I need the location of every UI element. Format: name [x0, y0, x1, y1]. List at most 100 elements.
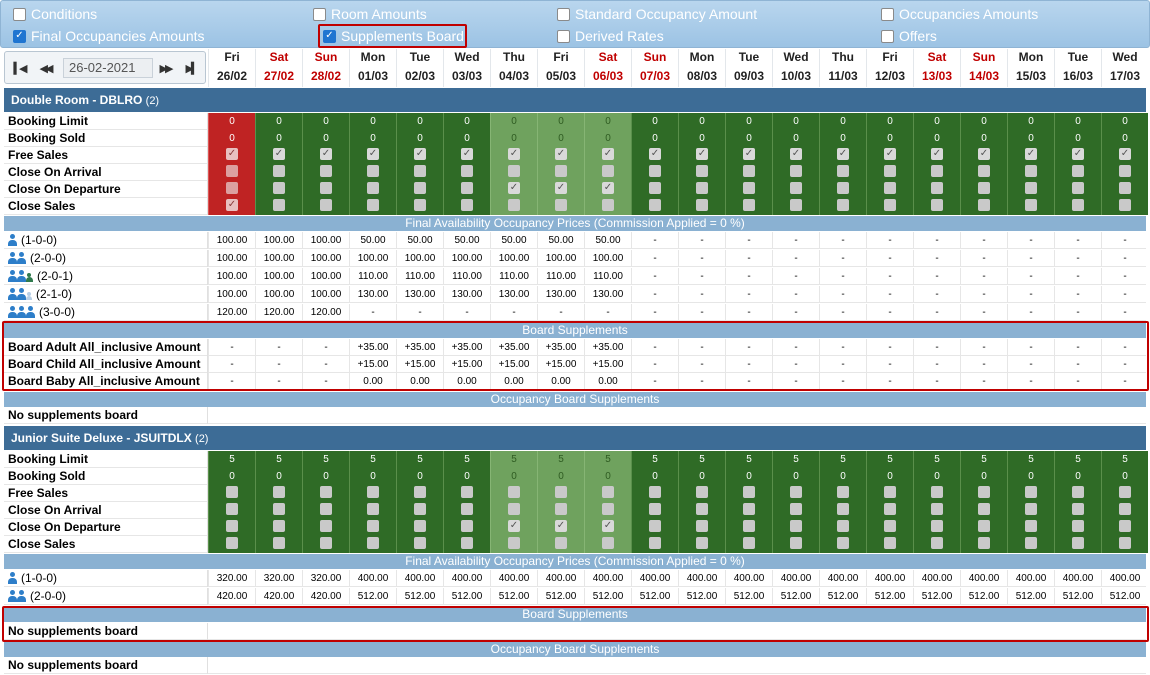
unchecked-checkbox-icon[interactable] — [414, 520, 426, 533]
unchecked-checkbox-icon[interactable] — [367, 486, 379, 499]
availability-cell[interactable]: 5 — [490, 451, 537, 468]
checkbox-cell[interactable] — [584, 198, 631, 215]
availability-cell[interactable]: 5 — [913, 451, 960, 468]
checkbox-cell[interactable]: ✓ — [537, 519, 584, 536]
availability-cell[interactable]: 0 — [819, 113, 866, 130]
unchecked-checkbox-icon[interactable] — [508, 486, 520, 499]
availability-cell[interactable]: 0 — [913, 468, 960, 485]
checkbox-cell[interactable] — [1101, 502, 1148, 519]
unchecked-checkbox-icon[interactable] — [1119, 520, 1131, 533]
availability-cell[interactable]: 5 — [537, 451, 584, 468]
checked-checkbox-icon[interactable]: ✓ — [320, 148, 332, 161]
checkbox-cell[interactable] — [725, 502, 772, 519]
checkbox-cell[interactable] — [631, 181, 678, 198]
availability-cell[interactable]: 0 — [537, 468, 584, 485]
unchecked-checkbox-icon[interactable] — [602, 537, 614, 550]
checkbox-cell[interactable] — [1007, 198, 1054, 215]
availability-cell[interactable]: 0 — [443, 130, 490, 147]
availability-cell[interactable]: 0 — [302, 468, 349, 485]
checkbox-cell[interactable] — [725, 181, 772, 198]
unchecked-checkbox-icon[interactable] — [1072, 165, 1084, 178]
checked-checkbox-icon[interactable]: ✓ — [273, 148, 285, 161]
availability-cell[interactable]: 0 — [960, 113, 1007, 130]
checkbox-cell[interactable] — [725, 536, 772, 553]
unchecked-checkbox-icon[interactable] — [414, 182, 426, 195]
checkbox-cell[interactable] — [349, 181, 396, 198]
unchecked-checkbox-icon[interactable] — [602, 165, 614, 178]
unchecked-checkbox-icon[interactable] — [555, 503, 567, 516]
unchecked-checkbox-icon[interactable] — [696, 503, 708, 516]
availability-cell[interactable]: 0 — [584, 113, 631, 130]
availability-cell[interactable]: 0 — [443, 468, 490, 485]
checkbox-cell[interactable] — [302, 485, 349, 502]
checkbox-cell[interactable] — [960, 536, 1007, 553]
availability-cell[interactable]: 0 — [208, 113, 255, 130]
unchecked-checkbox-icon[interactable] — [273, 486, 285, 499]
checkbox-cell[interactable] — [631, 502, 678, 519]
previous-page-icon[interactable]: ◀◀ — [39, 62, 54, 75]
unchecked-checkbox-icon[interactable] — [696, 165, 708, 178]
unchecked-checkbox-icon[interactable] — [273, 537, 285, 550]
unchecked-checkbox-icon[interactable] — [837, 503, 849, 516]
checkbox-cell[interactable] — [913, 181, 960, 198]
unchecked-checkbox-icon[interactable] — [790, 199, 802, 212]
checkbox-cell[interactable] — [1007, 502, 1054, 519]
checked-checkbox-icon[interactable]: ✓ — [414, 148, 426, 161]
checkbox-cell[interactable] — [443, 536, 490, 553]
checkbox-cell[interactable] — [678, 164, 725, 181]
checked-checkbox-icon[interactable]: ✓ — [555, 520, 567, 533]
checked-checkbox-icon[interactable]: ✓ — [743, 148, 755, 161]
availability-cell[interactable]: 5 — [866, 451, 913, 468]
availability-cell[interactable]: 5 — [208, 451, 255, 468]
checkbox-cell[interactable]: ✓ — [490, 181, 537, 198]
unchecked-checkbox-icon[interactable] — [743, 199, 755, 212]
unchecked-checkbox-icon[interactable] — [273, 182, 285, 195]
checkbox-cell[interactable] — [866, 502, 913, 519]
date-input[interactable]: 26-02-2021 — [63, 58, 153, 78]
checkbox-cell[interactable]: ✓ — [1007, 147, 1054, 164]
availability-cell[interactable]: 5 — [302, 451, 349, 468]
checkbox-cell[interactable] — [913, 198, 960, 215]
availability-cell[interactable]: 0 — [490, 130, 537, 147]
unchecked-checkbox-icon[interactable] — [978, 537, 990, 550]
unchecked-checkbox-icon[interactable] — [696, 182, 708, 195]
checkbox-cell[interactable] — [537, 198, 584, 215]
availability-cell[interactable]: 0 — [584, 468, 631, 485]
checked-checkbox-icon[interactable]: ✓ — [1072, 148, 1084, 161]
checkbox-cell[interactable] — [913, 536, 960, 553]
checkbox-cell[interactable]: ✓ — [302, 147, 349, 164]
checked-checkbox-icon[interactable]: ✓ — [226, 148, 238, 161]
unchecked-checkbox-icon[interactable] — [649, 165, 661, 178]
unchecked-checkbox-icon[interactable] — [461, 199, 473, 212]
unchecked-checkbox-icon[interactable] — [884, 182, 896, 195]
checkbox-cell[interactable] — [255, 164, 302, 181]
availability-cell[interactable]: 0 — [678, 130, 725, 147]
checkbox-cell[interactable]: ✓ — [678, 147, 725, 164]
availability-cell[interactable]: 0 — [678, 468, 725, 485]
checkbox-cell[interactable]: ✓ — [1054, 147, 1101, 164]
checkbox-cell[interactable] — [349, 502, 396, 519]
checkbox-cell[interactable] — [349, 536, 396, 553]
checkbox-cell[interactable] — [866, 536, 913, 553]
option-conditions[interactable]: Conditions — [13, 4, 97, 24]
checkbox-cell[interactable] — [537, 164, 584, 181]
checkbox-cell[interactable] — [819, 519, 866, 536]
checkbox-cell[interactable] — [960, 502, 1007, 519]
availability-cell[interactable]: 0 — [819, 130, 866, 147]
unchecked-checkbox-icon[interactable] — [414, 486, 426, 499]
unchecked-checkbox-icon[interactable] — [884, 486, 896, 499]
unchecked-checkbox-icon[interactable] — [414, 537, 426, 550]
unchecked-checkbox-icon[interactable] — [320, 165, 332, 178]
checkbox-cell[interactable] — [678, 485, 725, 502]
checkbox-cell[interactable] — [396, 198, 443, 215]
unchecked-checkbox-icon[interactable] — [1119, 182, 1131, 195]
unchecked-checkbox-icon[interactable] — [978, 182, 990, 195]
checkbox-cell[interactable] — [631, 536, 678, 553]
unchecked-checkbox-icon[interactable] — [696, 520, 708, 533]
availability-cell[interactable]: 0 — [960, 468, 1007, 485]
availability-cell[interactable]: 5 — [960, 451, 1007, 468]
checkbox-cell[interactable] — [443, 198, 490, 215]
checkbox-cell[interactable] — [819, 198, 866, 215]
unchecked-checkbox-icon[interactable] — [226, 182, 238, 195]
checkbox-cell[interactable] — [584, 164, 631, 181]
